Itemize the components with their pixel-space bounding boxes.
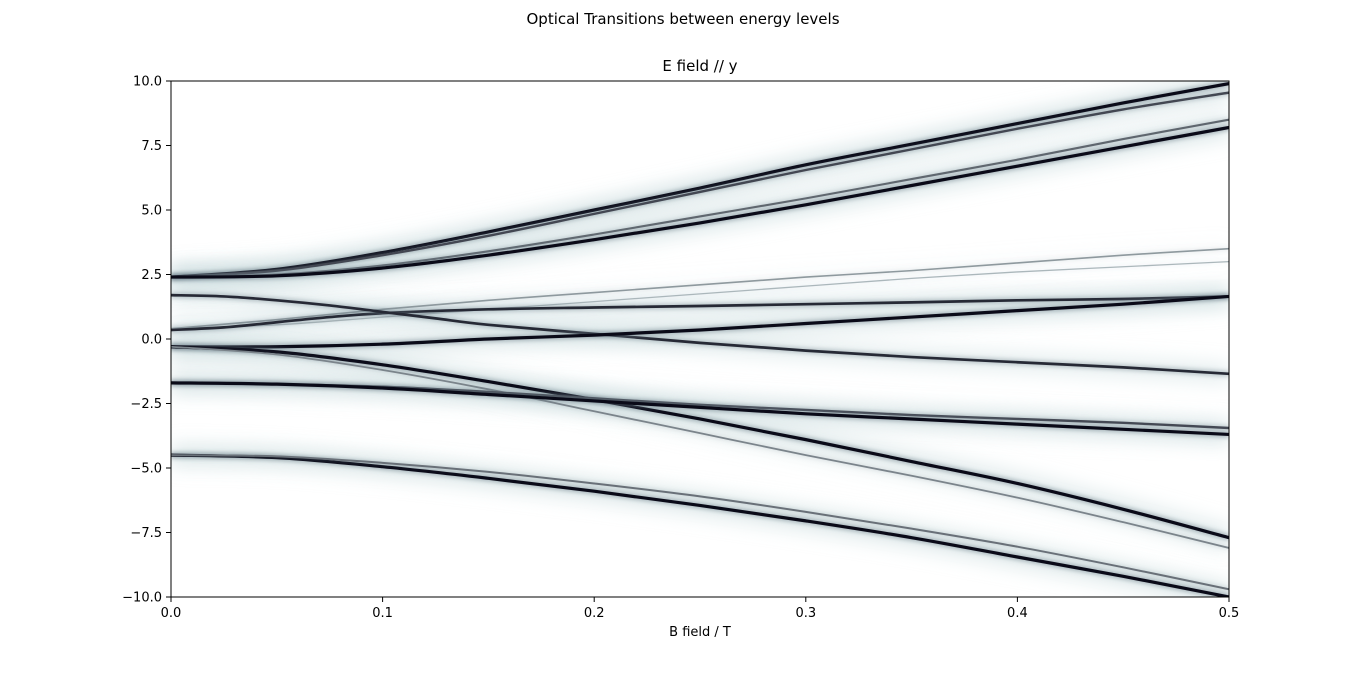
x-tick-label: 0.0 — [161, 606, 182, 621]
y-tick-label: −5.0 — [130, 462, 162, 477]
y-tick-label: 10.0 — [133, 75, 162, 90]
x-axis-ticks: 0.0 0.1 0.2 0.3 0.4 0.5 — [161, 597, 1240, 621]
transition-line-11 — [171, 345, 1229, 549]
y-tick-label: 2.5 — [141, 268, 162, 283]
transition-line-9 — [171, 294, 1229, 349]
transition-line-6 — [171, 260, 1229, 330]
y-tick-label: −10.0 — [122, 591, 162, 606]
transition-line-15 — [171, 454, 1229, 591]
transition-line-7 — [171, 295, 1229, 332]
axes-title: E field // y — [662, 57, 738, 75]
transition-line-10 — [171, 345, 1229, 540]
x-tick-label: 0.2 — [584, 606, 605, 621]
y-tick-label: 5.0 — [141, 204, 162, 219]
x-axis-label: B field / T — [669, 625, 731, 640]
transition-line-4 — [171, 125, 1229, 279]
x-tick-label: 0.5 — [1219, 606, 1240, 621]
x-tick-label: 0.3 — [795, 606, 816, 621]
y-tick-label: 0.0 — [141, 333, 162, 348]
y-tick-label: 7.5 — [141, 139, 162, 154]
transition-line-13 — [171, 381, 1229, 437]
line-cores — [171, 81, 1229, 597]
transition-lines — [171, 81, 1229, 597]
y-tick-label: −7.5 — [130, 526, 162, 541]
x-tick-label: 0.1 — [372, 606, 393, 621]
y-tick-label: −2.5 — [130, 397, 162, 412]
transition-halo-line-14 — [171, 444, 1229, 597]
y-axis-ticks: 10.0 7.5 5.0 2.5 0.0 −2.5 −5.0 −7.5 −10.0 — [122, 75, 171, 606]
x-tick-label: 0.4 — [1007, 606, 1028, 621]
transition-line-2 — [171, 91, 1229, 279]
figure-suptitle: Optical Transitions between energy level… — [526, 10, 840, 28]
transition-line-14 — [171, 453, 1229, 597]
